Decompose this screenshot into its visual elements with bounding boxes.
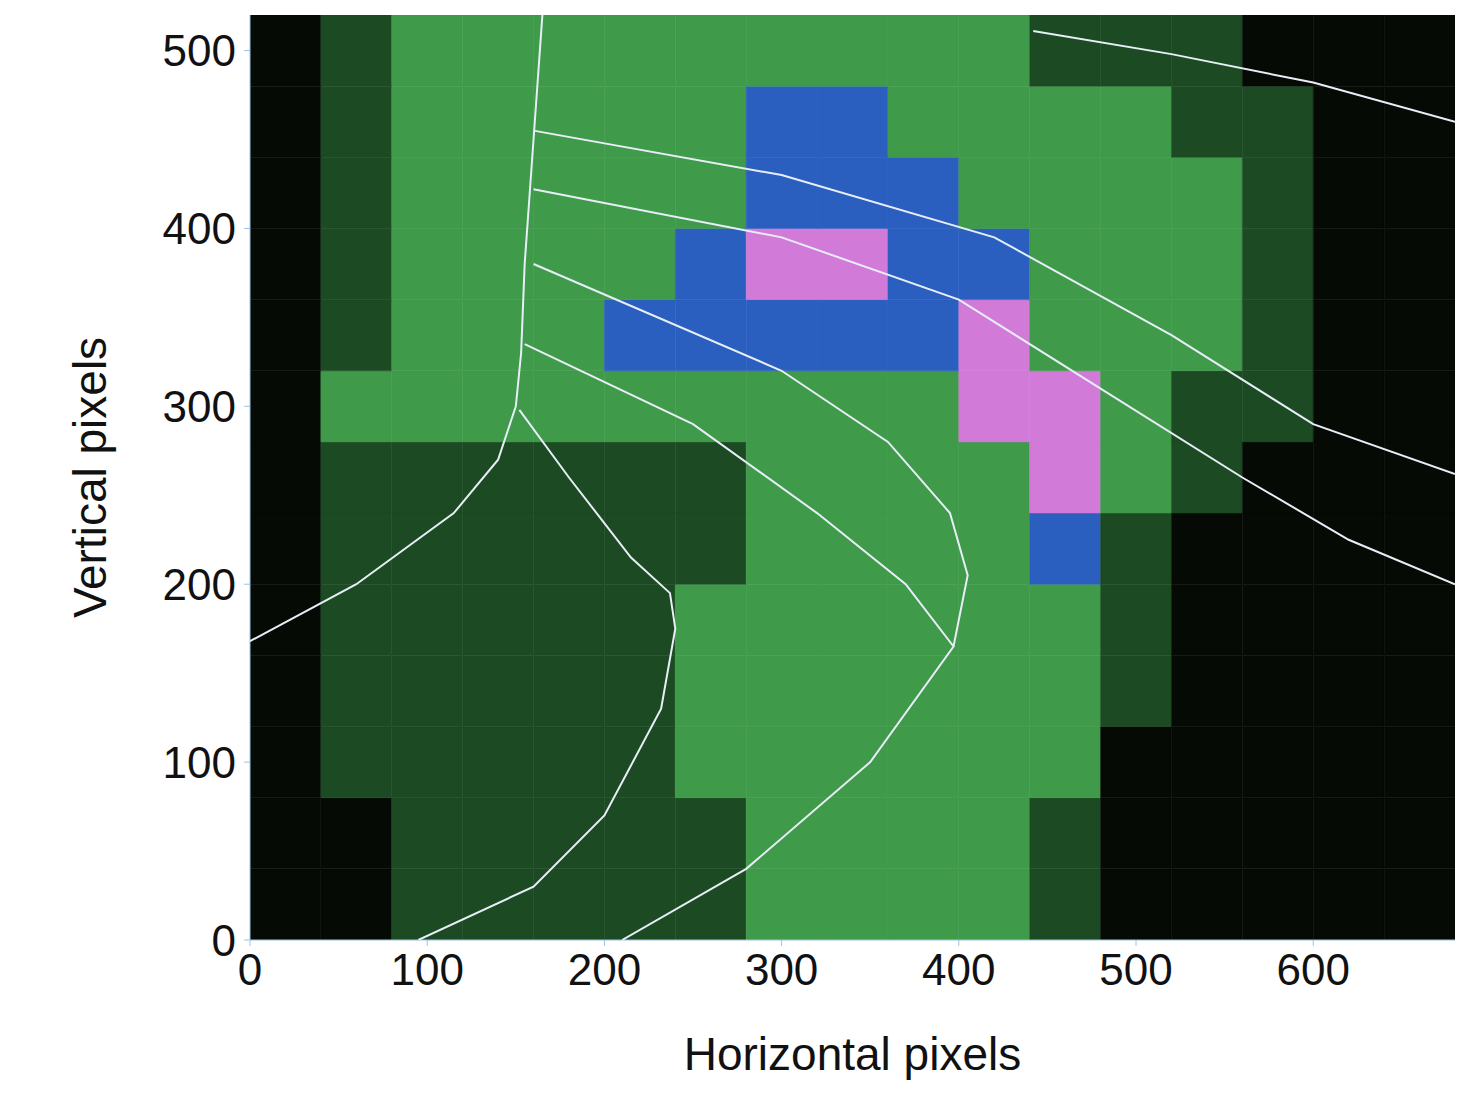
- svg-text:100: 100: [390, 945, 463, 994]
- svg-text:100: 100: [163, 738, 236, 787]
- svg-text:200: 200: [568, 945, 641, 994]
- svg-text:500: 500: [1099, 945, 1172, 994]
- svg-text:300: 300: [163, 382, 236, 431]
- svg-text:300: 300: [745, 945, 818, 994]
- svg-text:400: 400: [922, 945, 995, 994]
- svg-text:500: 500: [163, 26, 236, 75]
- svg-text:0: 0: [212, 916, 236, 965]
- svg-text:0: 0: [238, 945, 262, 994]
- svg-text:Horizontal pixels: Horizontal pixels: [684, 1028, 1021, 1080]
- svg-text:Vertical pixels: Vertical pixels: [64, 337, 116, 618]
- svg-text:400: 400: [163, 204, 236, 253]
- svg-text:600: 600: [1277, 945, 1350, 994]
- svg-text:200: 200: [163, 560, 236, 609]
